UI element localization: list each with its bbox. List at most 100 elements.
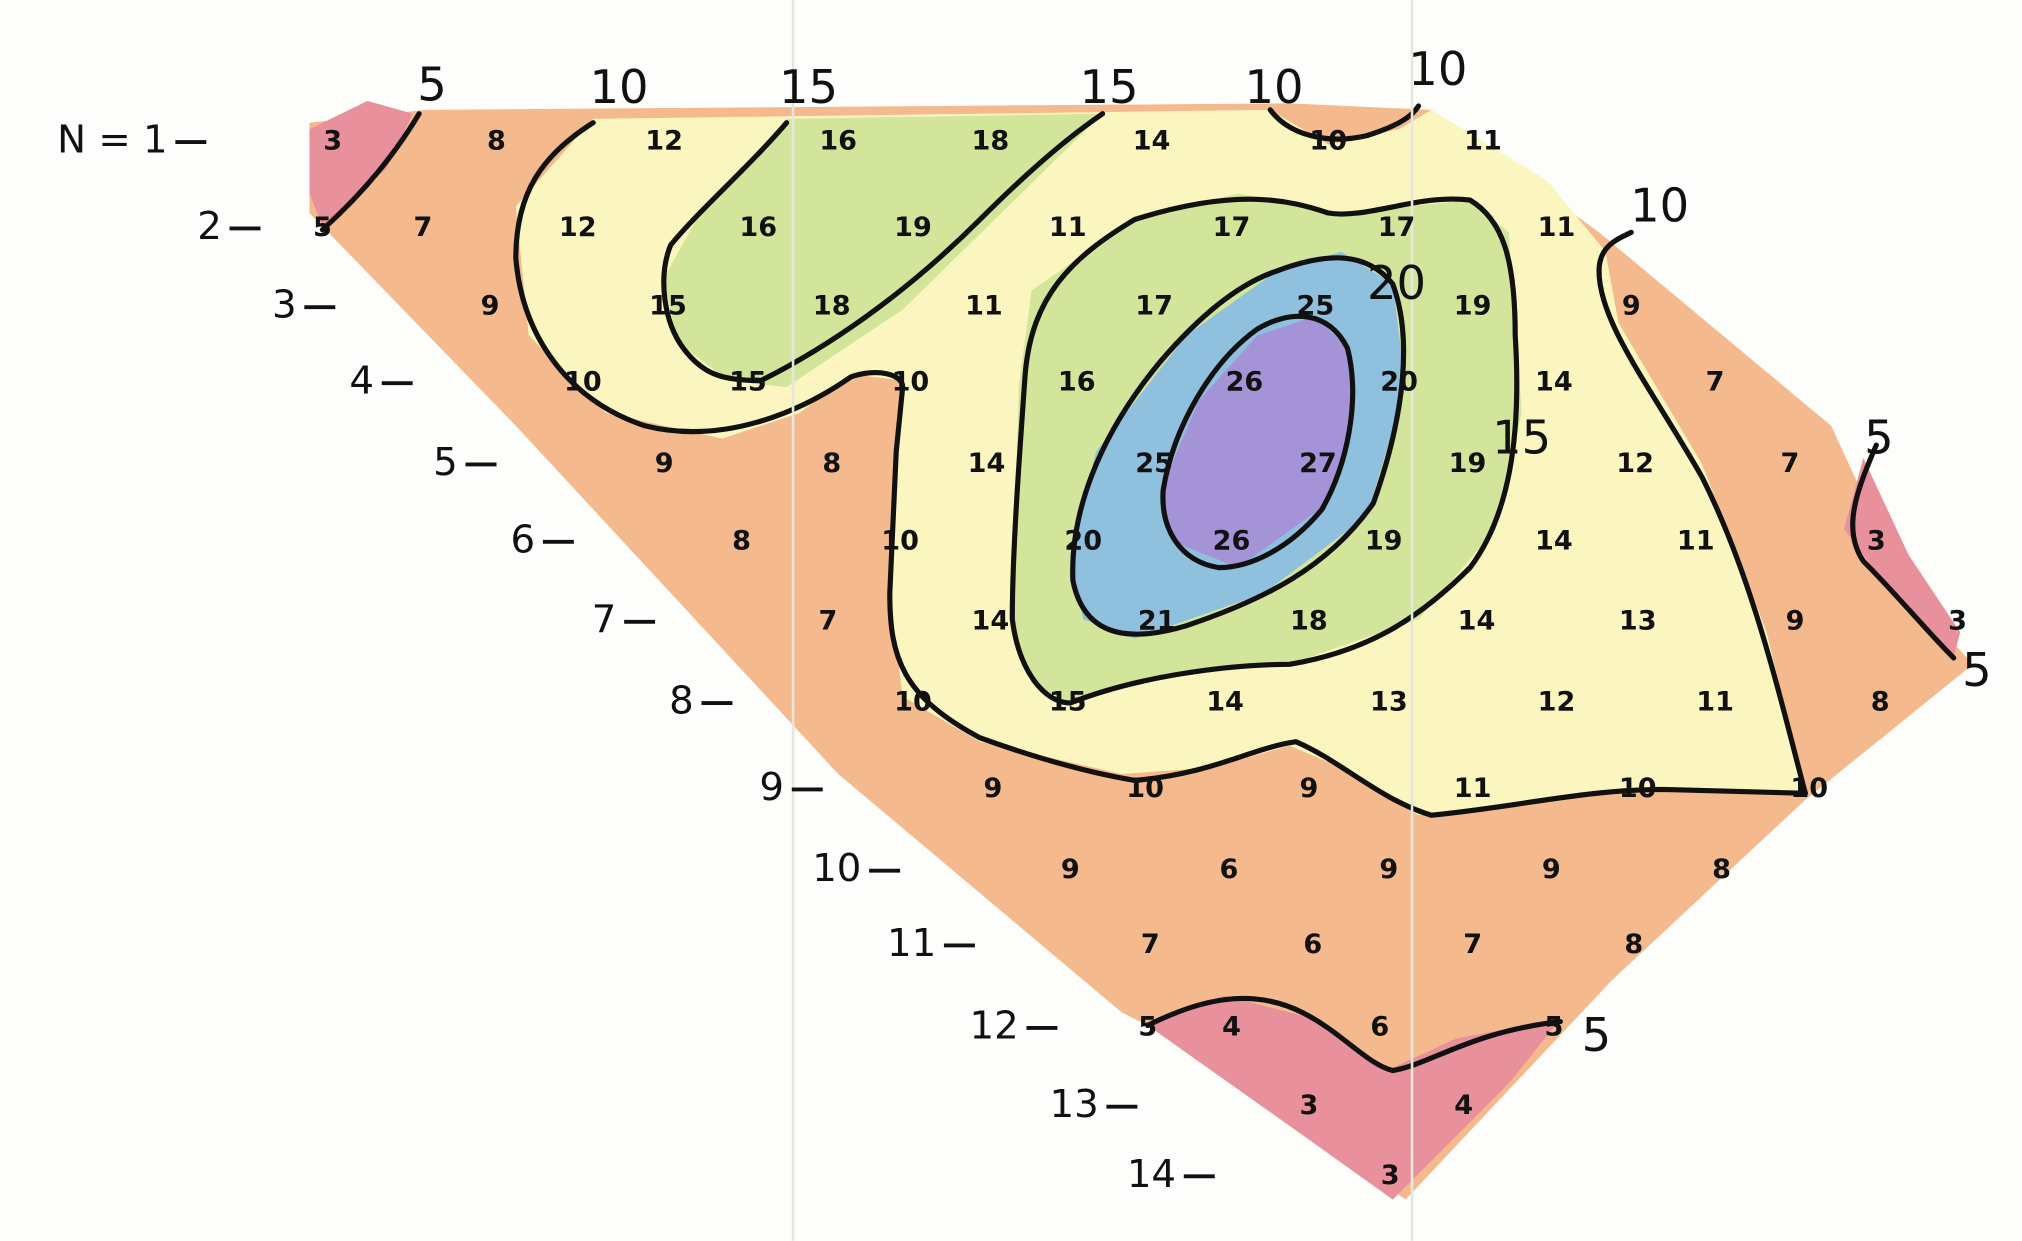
contour-line bbox=[661, 111, 1106, 384]
grid-value: 27 bbox=[1299, 448, 1337, 479]
grid-value: 26 bbox=[1226, 367, 1264, 398]
row-label: 13 bbox=[1049, 1082, 1098, 1127]
grid-value: 16 bbox=[739, 212, 777, 243]
grid-value: 10 bbox=[1619, 773, 1657, 804]
grid-value: 10 bbox=[881, 525, 919, 556]
contour-label: 10 bbox=[1630, 179, 1689, 233]
contour-line bbox=[1850, 442, 1957, 661]
grid-value: 9 bbox=[1379, 854, 1398, 885]
grid-value: 10 bbox=[1126, 773, 1164, 804]
contour-line bbox=[319, 111, 422, 233]
row-label: 3 bbox=[272, 283, 297, 328]
grid-value: 11 bbox=[1696, 687, 1734, 718]
contour-line bbox=[1160, 313, 1356, 571]
grid-value: 8 bbox=[487, 126, 506, 157]
grid-value: 18 bbox=[813, 291, 851, 322]
contour-label: 5 bbox=[1864, 411, 1894, 465]
grid-value: 17 bbox=[1213, 212, 1251, 243]
grid-value: 14 bbox=[972, 605, 1010, 636]
grid-value: 14 bbox=[1133, 126, 1171, 157]
grid-value: 12 bbox=[1538, 687, 1576, 718]
grid-value: 3 bbox=[1299, 1090, 1318, 1121]
contour-label: 15 bbox=[1079, 60, 1138, 114]
labels: N = 1 2 3 4 5 6 7 8 9 10 11 12 13 14 3 8 12 16 18 14 10 11 5 7 1… bbox=[57, 42, 1992, 1197]
grid-value: 13 bbox=[1619, 605, 1657, 636]
grid-value: 16 bbox=[819, 126, 857, 157]
grid-value: 5 bbox=[1544, 1011, 1563, 1042]
grid-value: 19 bbox=[894, 212, 932, 243]
row-label: 8 bbox=[669, 679, 694, 724]
grid-value: 9 bbox=[1786, 605, 1805, 636]
grid-value: 11 bbox=[1464, 126, 1502, 157]
grid-value: 20 bbox=[1380, 367, 1418, 398]
grid-value: 7 bbox=[1706, 367, 1725, 398]
grid-value: 12 bbox=[1616, 448, 1654, 479]
grid-value: 12 bbox=[645, 126, 683, 157]
contour-label: 20 bbox=[1367, 256, 1426, 310]
grid-value: 10 bbox=[894, 687, 932, 718]
grid-value: 25 bbox=[1296, 291, 1334, 322]
grid-value: 11 bbox=[1677, 525, 1715, 556]
contour-line bbox=[1596, 229, 1808, 796]
region-under-5 bbox=[309, 100, 413, 226]
grid-value: 9 bbox=[1622, 291, 1641, 322]
contour-label: 10 bbox=[589, 60, 648, 114]
grid-value: 17 bbox=[1135, 291, 1173, 322]
row-label: 10 bbox=[812, 846, 861, 891]
grid-value: 26 bbox=[1213, 525, 1251, 556]
grid-value: 5 bbox=[1138, 1011, 1157, 1042]
contour-line bbox=[513, 120, 1808, 818]
grid-value: 6 bbox=[1303, 929, 1322, 960]
grid-value: 9 bbox=[984, 773, 1003, 804]
grid-value: 13 bbox=[1370, 687, 1408, 718]
contour-label: 5 bbox=[417, 57, 447, 111]
row-label: 6 bbox=[511, 517, 536, 562]
contour-label: 10 bbox=[1408, 42, 1467, 96]
grid-value: 7 bbox=[818, 605, 837, 636]
grid-value: 8 bbox=[732, 525, 751, 556]
row-label: 5 bbox=[433, 440, 458, 485]
grid-value: 7 bbox=[1463, 929, 1482, 960]
row-label: 7 bbox=[592, 597, 617, 642]
grid-value: 9 bbox=[481, 291, 500, 322]
row-label: N = 1 bbox=[57, 118, 168, 163]
grid-value: 6 bbox=[1220, 854, 1239, 885]
contour-line bbox=[1145, 995, 1563, 1074]
grid-value: 9 bbox=[655, 448, 674, 479]
grid-value: 8 bbox=[822, 448, 841, 479]
grid-value: 7 bbox=[1780, 448, 1799, 479]
region-under-5 bbox=[1844, 458, 1961, 658]
grid-value: 8 bbox=[1871, 687, 1890, 718]
contour-line bbox=[1267, 103, 1422, 142]
grid-value: 19 bbox=[1454, 291, 1492, 322]
grid-value: 3 bbox=[323, 126, 342, 157]
row-label: 4 bbox=[349, 359, 374, 404]
grid-value: 15 bbox=[649, 291, 687, 322]
row-label: 11 bbox=[887, 921, 936, 966]
grid-value: 20 bbox=[1064, 525, 1102, 556]
grid-value: 9 bbox=[1061, 854, 1080, 885]
grid-value: 15 bbox=[729, 367, 767, 398]
grid-value: 12 bbox=[559, 212, 597, 243]
grid-value: 18 bbox=[1290, 605, 1328, 636]
grid-value: 11 bbox=[965, 291, 1003, 322]
contour-label: 10 bbox=[1245, 60, 1304, 114]
grid-value: 3 bbox=[1381, 1160, 1400, 1191]
grid-value: 3 bbox=[1867, 525, 1886, 556]
grid-value: 3 bbox=[1948, 605, 1967, 636]
grid-value: 8 bbox=[1712, 854, 1731, 885]
grid-value: 19 bbox=[1365, 525, 1403, 556]
grid-value: 14 bbox=[1535, 525, 1573, 556]
grid-value: 11 bbox=[1454, 773, 1492, 804]
grid-value: 25 bbox=[1135, 448, 1173, 479]
grid-value: 10 bbox=[1790, 773, 1828, 804]
row-label: 14 bbox=[1127, 1152, 1176, 1197]
grid-value: 21 bbox=[1138, 605, 1176, 636]
grid-value: 10 bbox=[892, 367, 930, 398]
contour-label: 15 bbox=[779, 60, 838, 114]
grid-value: 9 bbox=[1542, 854, 1561, 885]
row-label: 2 bbox=[197, 204, 222, 249]
contour-label: 15 bbox=[1492, 411, 1551, 465]
grid-value: 4 bbox=[1454, 1090, 1473, 1121]
